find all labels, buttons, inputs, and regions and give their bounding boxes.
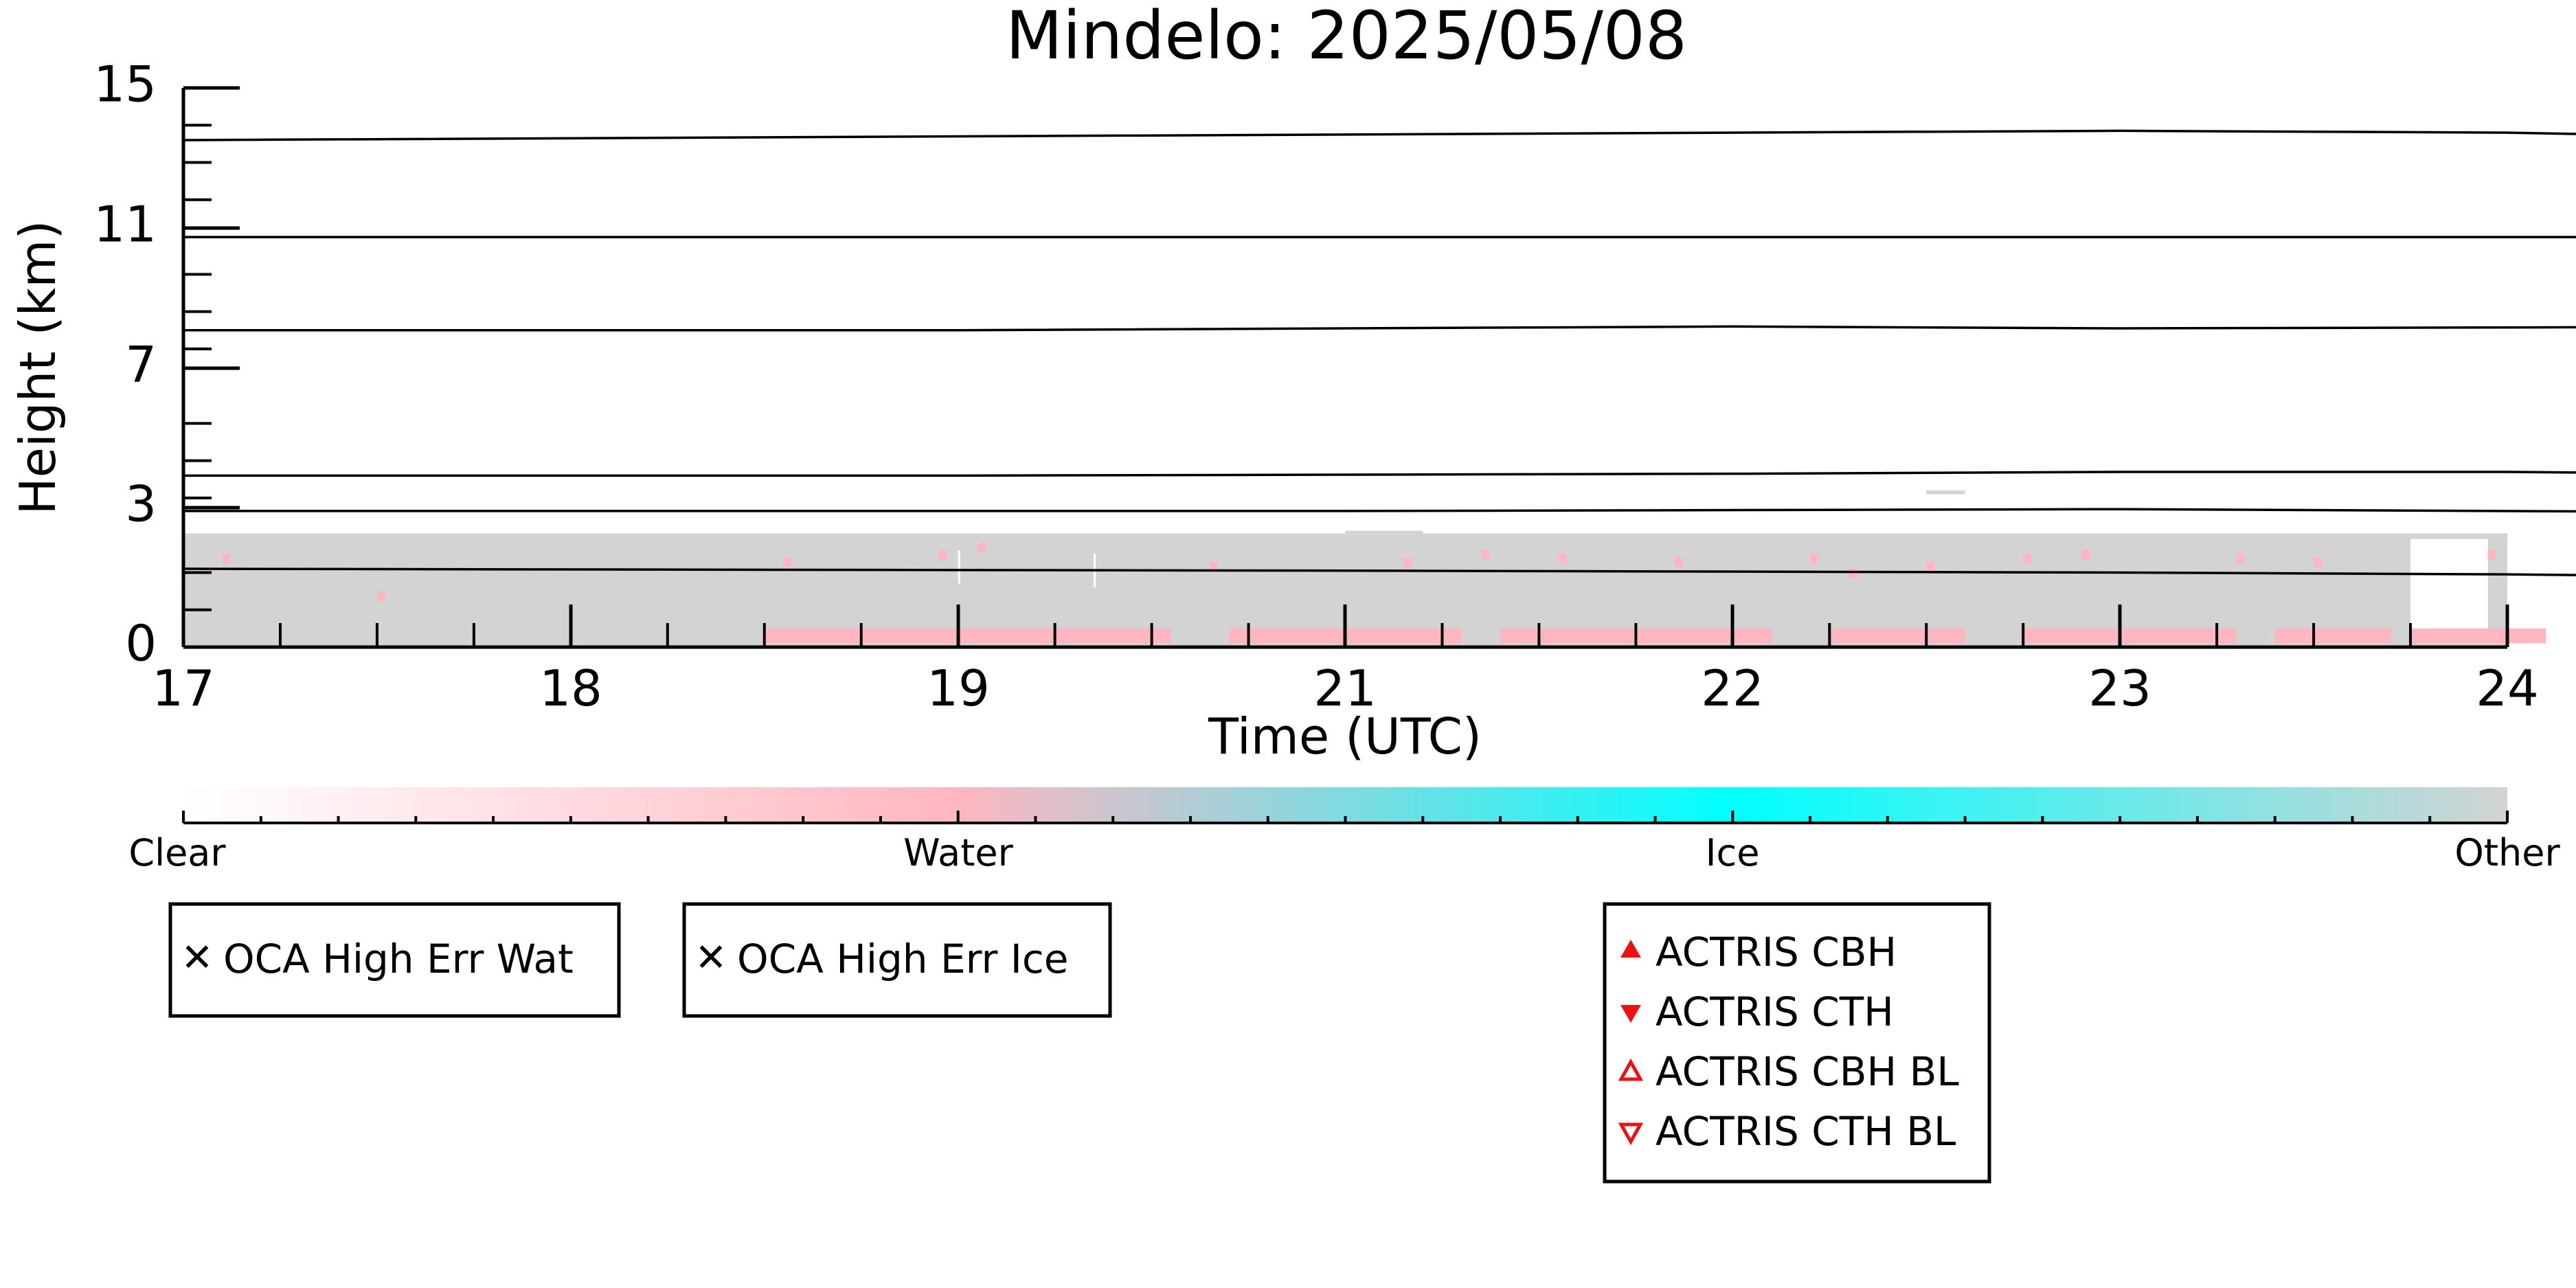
legend-box-1 xyxy=(168,902,621,1018)
y-tick-15: 15 xyxy=(93,56,240,113)
x-tick-label-24: 24 xyxy=(2476,659,2539,717)
height-line-0 xyxy=(183,129,2576,142)
cloud-speck-water xyxy=(1810,554,1819,564)
height-lines xyxy=(183,129,2576,576)
x-marker-blue-icon: ✕ xyxy=(695,936,727,980)
y-tick-11: 11 xyxy=(93,196,240,253)
legend-oca-ice: ✕ OCA High Err Ice xyxy=(682,902,1112,1018)
cloud-speck-water xyxy=(1480,550,1489,560)
cloud-speck-water xyxy=(1674,557,1683,567)
x-axis-label: Time (UTC) xyxy=(1208,708,1482,765)
y-tick-7: 7 xyxy=(125,336,240,394)
cloud-speck-water xyxy=(1558,554,1567,564)
x-tick-label-18: 18 xyxy=(539,659,602,717)
triangle-down-filled-icon xyxy=(1620,1005,1641,1023)
cloud-speck-water xyxy=(2236,554,2245,564)
cloud-gap xyxy=(2553,539,2570,633)
y-tick-label-3: 3 xyxy=(125,475,157,533)
legend-label-oca-high-err-wat: OCA High Err Wat xyxy=(223,936,574,982)
x-tick-24: 24 xyxy=(2476,605,2539,717)
cloud-speck-water xyxy=(2487,550,2496,560)
cloud-region-top xyxy=(1345,530,1423,536)
x-tick-label-23: 23 xyxy=(2088,659,2151,717)
cloud-region-water xyxy=(764,628,1171,644)
height-line-2 xyxy=(183,325,2576,332)
cloud-region-water xyxy=(2274,628,2391,644)
colorbar: Clear Water Ice Other xyxy=(128,787,2560,874)
chart-title: Mindelo: 2025/05/08 xyxy=(1006,0,1687,74)
cloud-region-water xyxy=(1829,628,1965,644)
colorbar-label-other: Other xyxy=(2454,831,2560,874)
x-tick-23: 23 xyxy=(2088,605,2151,717)
cloud-speck-water xyxy=(1926,561,1935,572)
triangle-up-filled-icon xyxy=(1620,940,1641,958)
x-tick-17: 17 xyxy=(152,605,215,717)
x-tick-22: 22 xyxy=(1701,605,1764,717)
cloud-speck-water xyxy=(1849,569,1857,579)
triangle-up-open-icon xyxy=(1618,1058,1644,1081)
cloud-speck-water xyxy=(938,550,947,560)
legend-label-actris-cbh: ACTRIS CBH xyxy=(1656,929,1897,975)
cloud-region-water xyxy=(2410,628,2546,644)
height-line-4 xyxy=(183,508,2576,513)
x-tick-label-22: 22 xyxy=(1701,659,1764,717)
colorbar-label-ice: Ice xyxy=(1706,831,1760,874)
cloud-speck-water xyxy=(2023,554,2032,564)
x-tick-18: 18 xyxy=(539,605,602,717)
cloud-speck-water xyxy=(1403,557,1412,567)
legend-label-oca-high-err-ice: OCA High Err Ice xyxy=(737,936,1068,982)
x-tick-19: 19 xyxy=(927,605,990,717)
cloud-speck-water xyxy=(2314,557,2323,567)
x-tick-label-19: 19 xyxy=(927,659,990,717)
cloud-speck-water xyxy=(376,591,385,601)
x-tick-21: 21 xyxy=(1313,605,1377,717)
triangle-down-open-icon xyxy=(1618,1122,1644,1146)
cloud-speck-water xyxy=(977,543,986,553)
x-minor-ticks xyxy=(278,623,2413,647)
cloud-gap xyxy=(958,550,960,584)
legend-label-actris-cbh-bl: ACTRIS CBH BL xyxy=(1656,1048,1959,1095)
colorbar-ticks xyxy=(182,811,2509,823)
cloud-speck-water xyxy=(783,557,792,567)
cloud-speck-water xyxy=(222,554,231,564)
y-tick-3: 3 xyxy=(125,475,240,533)
legend-label-actris-cth: ACTRIS CTH xyxy=(1656,988,1894,1035)
cloud-speck-water xyxy=(1210,561,1219,572)
y-tick-0: 0 xyxy=(125,615,240,673)
y-tick-label-11: 11 xyxy=(93,196,157,253)
cloud-gap xyxy=(2410,539,2488,633)
y-tick-label-0: 0 xyxy=(125,615,157,673)
legend-label-actris-cth-bl: ACTRIS CTH BL xyxy=(1656,1108,1956,1155)
x-marker-green-icon: ✕ xyxy=(181,936,214,980)
height-line-3 xyxy=(183,471,2576,477)
y-axis-label: Height (km) xyxy=(9,221,67,515)
cloud-region-water xyxy=(2023,628,2237,644)
legend-actris: ACTRIS CBH ACTRIS CTH ACTRIS CBH BL ACTR… xyxy=(1603,902,1991,1184)
y-tick-label-15: 15 xyxy=(93,56,157,113)
height-line-5 xyxy=(183,567,2576,576)
legend-oca-water: ✕ OCA High Err Wat xyxy=(168,902,621,1018)
legend-box-3 xyxy=(1603,902,1991,1184)
legend-box-2 xyxy=(682,902,1112,1018)
y-tick-label-7: 7 xyxy=(125,336,157,394)
y-minor-ticks xyxy=(183,124,212,611)
colorbar-label-clear: Clear xyxy=(128,831,226,874)
cloud-speck-water xyxy=(2081,550,2090,560)
x-tick-label-17: 17 xyxy=(152,659,215,717)
cloud-region-top xyxy=(1926,490,1965,495)
colorbar-label-water: Water xyxy=(903,831,1013,874)
x-tick-label-21: 21 xyxy=(1313,659,1377,717)
